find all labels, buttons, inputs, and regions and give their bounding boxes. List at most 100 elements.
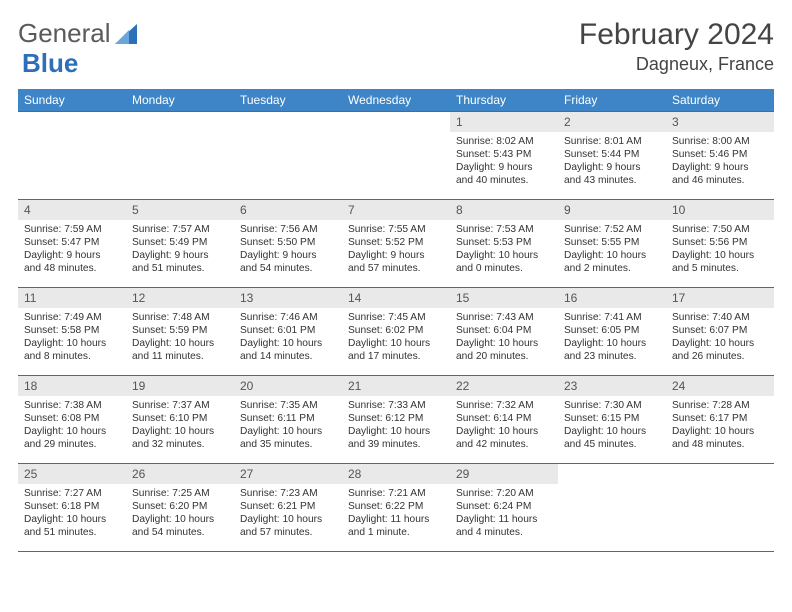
daylight-line: Daylight: 10 hours and 14 minutes.: [240, 337, 336, 363]
calendar-cell: 8Sunrise: 7:53 AMSunset: 5:53 PMDaylight…: [450, 200, 558, 288]
calendar-week: 18Sunrise: 7:38 AMSunset: 6:08 PMDayligh…: [18, 376, 774, 464]
logo: General: [18, 18, 141, 49]
day-number: 8: [450, 200, 558, 220]
calendar-cell: 2Sunrise: 8:01 AMSunset: 5:44 PMDaylight…: [558, 112, 666, 200]
daylight-line: Daylight: 10 hours and 32 minutes.: [132, 425, 228, 451]
weekday-saturday: Saturday: [666, 89, 774, 112]
daylight-line: Daylight: 10 hours and 54 minutes.: [132, 513, 228, 539]
daylight-line: Daylight: 9 hours and 46 minutes.: [672, 161, 768, 187]
daylight-line: Daylight: 9 hours and 48 minutes.: [24, 249, 120, 275]
day-number: 15: [450, 288, 558, 308]
sunrise-line: Sunrise: 7:23 AM: [240, 487, 336, 500]
day-body: Sunrise: 8:00 AMSunset: 5:46 PMDaylight:…: [666, 132, 774, 191]
calendar-cell: 17Sunrise: 7:40 AMSunset: 6:07 PMDayligh…: [666, 288, 774, 376]
daylight-line: Daylight: 10 hours and 5 minutes.: [672, 249, 768, 275]
calendar-week: 4Sunrise: 7:59 AMSunset: 5:47 PMDaylight…: [18, 200, 774, 288]
sunrise-line: Sunrise: 7:28 AM: [672, 399, 768, 412]
calendar-cell: 1Sunrise: 8:02 AMSunset: 5:43 PMDaylight…: [450, 112, 558, 200]
sunset-line: Sunset: 5:58 PM: [24, 324, 120, 337]
day-body: Sunrise: 7:37 AMSunset: 6:10 PMDaylight:…: [126, 396, 234, 455]
day-number: [18, 112, 126, 132]
day-number: 5: [126, 200, 234, 220]
daylight-line: Daylight: 9 hours and 43 minutes.: [564, 161, 660, 187]
day-body: Sunrise: 7:25 AMSunset: 6:20 PMDaylight:…: [126, 484, 234, 543]
sunrise-line: Sunrise: 8:02 AM: [456, 135, 552, 148]
sunset-line: Sunset: 6:04 PM: [456, 324, 552, 337]
calendar-week: 11Sunrise: 7:49 AMSunset: 5:58 PMDayligh…: [18, 288, 774, 376]
day-body: Sunrise: 7:59 AMSunset: 5:47 PMDaylight:…: [18, 220, 126, 279]
day-number: 6: [234, 200, 342, 220]
calendar-week: 1Sunrise: 8:02 AMSunset: 5:43 PMDaylight…: [18, 112, 774, 200]
calendar-cell: 18Sunrise: 7:38 AMSunset: 6:08 PMDayligh…: [18, 376, 126, 464]
day-body: Sunrise: 7:27 AMSunset: 6:18 PMDaylight:…: [18, 484, 126, 543]
weekday-monday: Monday: [126, 89, 234, 112]
sunset-line: Sunset: 5:55 PM: [564, 236, 660, 249]
day-number: 25: [18, 464, 126, 484]
sunrise-line: Sunrise: 7:52 AM: [564, 223, 660, 236]
day-number: 23: [558, 376, 666, 396]
day-number: [558, 464, 666, 484]
sunrise-line: Sunrise: 7:49 AM: [24, 311, 120, 324]
day-body: Sunrise: 7:23 AMSunset: 6:21 PMDaylight:…: [234, 484, 342, 543]
sunset-line: Sunset: 6:12 PM: [348, 412, 444, 425]
daylight-line: Daylight: 10 hours and 8 minutes.: [24, 337, 120, 363]
day-number: [666, 464, 774, 484]
calendar-cell: 16Sunrise: 7:41 AMSunset: 6:05 PMDayligh…: [558, 288, 666, 376]
sunset-line: Sunset: 5:56 PM: [672, 236, 768, 249]
day-number: [126, 112, 234, 132]
day-number: 9: [558, 200, 666, 220]
sunrise-line: Sunrise: 7:46 AM: [240, 311, 336, 324]
sunrise-line: Sunrise: 7:45 AM: [348, 311, 444, 324]
sunset-line: Sunset: 6:24 PM: [456, 500, 552, 513]
calendar-cell: 23Sunrise: 7:30 AMSunset: 6:15 PMDayligh…: [558, 376, 666, 464]
day-body: Sunrise: 7:21 AMSunset: 6:22 PMDaylight:…: [342, 484, 450, 543]
daylight-line: Daylight: 10 hours and 23 minutes.: [564, 337, 660, 363]
sunrise-line: Sunrise: 7:55 AM: [348, 223, 444, 236]
calendar-cell: [126, 112, 234, 200]
calendar-cell: 27Sunrise: 7:23 AMSunset: 6:21 PMDayligh…: [234, 464, 342, 552]
sunrise-line: Sunrise: 7:57 AM: [132, 223, 228, 236]
day-number: [234, 112, 342, 132]
calendar-cell: 21Sunrise: 7:33 AMSunset: 6:12 PMDayligh…: [342, 376, 450, 464]
calendar-cell: 22Sunrise: 7:32 AMSunset: 6:14 PMDayligh…: [450, 376, 558, 464]
day-number: 3: [666, 112, 774, 132]
sunrise-line: Sunrise: 7:40 AM: [672, 311, 768, 324]
day-number: 10: [666, 200, 774, 220]
day-body: Sunrise: 7:57 AMSunset: 5:49 PMDaylight:…: [126, 220, 234, 279]
day-body: Sunrise: 7:41 AMSunset: 6:05 PMDaylight:…: [558, 308, 666, 367]
calendar-cell: 4Sunrise: 7:59 AMSunset: 5:47 PMDaylight…: [18, 200, 126, 288]
day-body: Sunrise: 7:38 AMSunset: 6:08 PMDaylight:…: [18, 396, 126, 455]
sunrise-line: Sunrise: 8:01 AM: [564, 135, 660, 148]
sunset-line: Sunset: 6:22 PM: [348, 500, 444, 513]
weekday-friday: Friday: [558, 89, 666, 112]
calendar-body: 1Sunrise: 8:02 AMSunset: 5:43 PMDaylight…: [18, 112, 774, 552]
daylight-line: Daylight: 11 hours and 1 minute.: [348, 513, 444, 539]
weekday-sunday: Sunday: [18, 89, 126, 112]
day-number: 16: [558, 288, 666, 308]
header: General February 2024 Dagneux, France: [18, 18, 774, 75]
day-number: 21: [342, 376, 450, 396]
daylight-line: Daylight: 10 hours and 17 minutes.: [348, 337, 444, 363]
sunset-line: Sunset: 6:17 PM: [672, 412, 768, 425]
daylight-line: Daylight: 10 hours and 51 minutes.: [24, 513, 120, 539]
calendar-cell: [666, 464, 774, 552]
calendar-cell: 9Sunrise: 7:52 AMSunset: 5:55 PMDaylight…: [558, 200, 666, 288]
day-number: 22: [450, 376, 558, 396]
day-body: Sunrise: 7:40 AMSunset: 6:07 PMDaylight:…: [666, 308, 774, 367]
sunset-line: Sunset: 6:21 PM: [240, 500, 336, 513]
calendar-cell: [18, 112, 126, 200]
sunset-line: Sunset: 5:46 PM: [672, 148, 768, 161]
daylight-line: Daylight: 9 hours and 51 minutes.: [132, 249, 228, 275]
sunrise-line: Sunrise: 7:20 AM: [456, 487, 552, 500]
calendar-cell: 7Sunrise: 7:55 AMSunset: 5:52 PMDaylight…: [342, 200, 450, 288]
sunset-line: Sunset: 5:59 PM: [132, 324, 228, 337]
calendar-week: 25Sunrise: 7:27 AMSunset: 6:18 PMDayligh…: [18, 464, 774, 552]
daylight-line: Daylight: 10 hours and 48 minutes.: [672, 425, 768, 451]
calendar-cell: 13Sunrise: 7:46 AMSunset: 6:01 PMDayligh…: [234, 288, 342, 376]
calendar-cell: [234, 112, 342, 200]
daylight-line: Daylight: 10 hours and 20 minutes.: [456, 337, 552, 363]
day-number: 29: [450, 464, 558, 484]
day-body: Sunrise: 7:43 AMSunset: 6:04 PMDaylight:…: [450, 308, 558, 367]
day-body: Sunrise: 8:02 AMSunset: 5:43 PMDaylight:…: [450, 132, 558, 191]
calendar-cell: 24Sunrise: 7:28 AMSunset: 6:17 PMDayligh…: [666, 376, 774, 464]
